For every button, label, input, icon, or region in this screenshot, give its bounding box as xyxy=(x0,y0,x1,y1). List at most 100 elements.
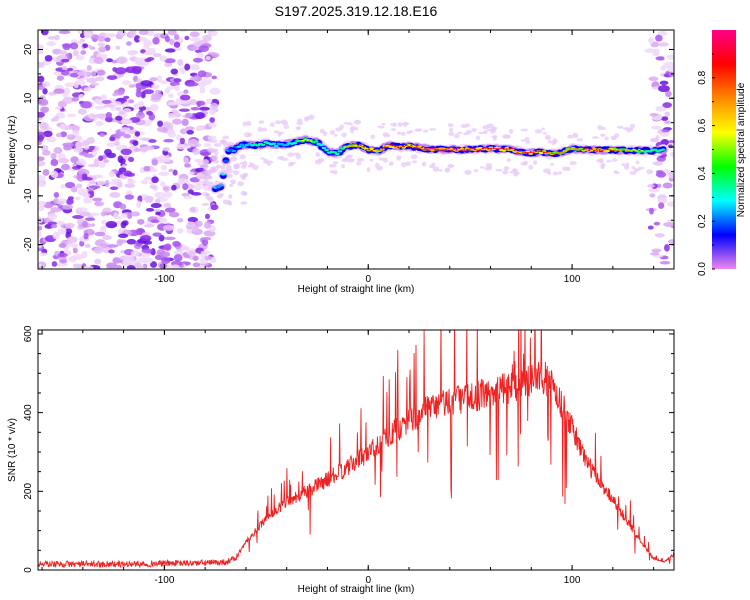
noise-blob xyxy=(135,90,142,98)
noise-blob xyxy=(102,207,112,213)
trace-halo xyxy=(597,124,603,131)
trace-halo xyxy=(524,137,530,142)
trace-halo xyxy=(652,161,658,165)
noise-blob xyxy=(116,181,123,188)
trace-segment xyxy=(231,149,237,153)
trace-halo xyxy=(502,170,509,175)
trace-segment xyxy=(547,152,551,154)
noise-blob xyxy=(128,84,136,88)
trace-segment xyxy=(558,152,562,154)
noise-blob xyxy=(80,50,87,55)
trace-halo xyxy=(454,133,460,139)
noise-blob xyxy=(101,219,107,225)
noise-blob xyxy=(100,53,108,60)
noise-blob xyxy=(663,222,674,228)
trace-segment xyxy=(367,148,371,151)
noise-blob xyxy=(86,65,92,71)
noise-blob xyxy=(194,220,203,227)
noise-blob xyxy=(158,245,165,249)
noise-blob xyxy=(88,185,101,189)
noise-blob xyxy=(75,160,87,166)
noise-blob xyxy=(144,176,154,181)
noise-blob xyxy=(53,71,64,76)
trace-segment xyxy=(223,159,229,163)
trace-segment xyxy=(321,146,327,150)
trace-segment xyxy=(433,148,437,150)
noise-blob xyxy=(111,101,122,107)
noise-blob xyxy=(197,70,207,78)
noise-blob xyxy=(116,238,123,247)
noise-blob xyxy=(86,137,95,144)
noise-blob xyxy=(106,152,117,159)
trace-halo xyxy=(422,129,429,133)
trace-halo xyxy=(464,169,472,175)
noise-blob xyxy=(137,195,143,203)
noise-blob xyxy=(80,212,91,216)
noise-blob xyxy=(164,243,172,251)
noise-blob xyxy=(119,127,131,133)
noise-blob xyxy=(66,198,74,205)
colorbar-tick-label: 0.2 xyxy=(697,214,708,228)
noise-blob xyxy=(192,262,201,268)
noise-blob xyxy=(150,203,162,209)
noise-blob xyxy=(232,170,240,175)
noise-blob xyxy=(115,115,123,121)
noise-blob xyxy=(179,66,186,74)
noise-blob xyxy=(95,76,105,82)
noise-blob xyxy=(207,135,217,141)
noise-blob xyxy=(50,158,59,167)
noise-blob xyxy=(64,181,76,189)
trace-halo xyxy=(566,166,571,171)
trace-halo xyxy=(319,128,325,134)
colorbar-ticks: 0.0 0.2 0.4 0.6 0.8 xyxy=(697,53,715,276)
trace-halo xyxy=(604,136,609,141)
noise-blob xyxy=(165,129,176,135)
noise-blob xyxy=(655,34,663,42)
noise-blob xyxy=(194,112,205,119)
noise-blob xyxy=(185,112,193,118)
trace-segment xyxy=(497,148,501,150)
noise-blob xyxy=(240,201,248,205)
y-tick-label: 10 xyxy=(23,92,34,104)
trace-segment xyxy=(555,152,559,154)
trace-segment xyxy=(608,149,612,151)
noise-blob xyxy=(648,76,659,82)
noise-blob xyxy=(100,225,107,233)
noise-blob xyxy=(82,192,91,198)
trace-halo xyxy=(635,160,640,165)
noise-blob xyxy=(38,180,45,187)
noise-blob xyxy=(658,202,665,209)
noise-blob xyxy=(50,152,57,160)
noise-blob xyxy=(97,99,105,106)
trace-segment xyxy=(220,173,226,176)
noise-blob xyxy=(83,232,89,240)
trace-segment xyxy=(441,149,445,151)
noise-blob xyxy=(111,178,122,183)
noise-blob xyxy=(173,47,183,51)
noise-blob xyxy=(119,203,127,210)
trace-segment xyxy=(260,143,266,147)
noise-blob xyxy=(207,139,212,143)
noise-blob xyxy=(207,147,215,153)
trace-halo xyxy=(317,157,325,163)
x-tick-label: 0 xyxy=(365,274,371,285)
trace-halo xyxy=(479,166,485,169)
trace-halo xyxy=(541,127,546,131)
noise-blob xyxy=(114,67,127,75)
noise-blob xyxy=(657,31,668,36)
trace-segment xyxy=(545,152,549,154)
noise-blob xyxy=(660,65,667,71)
trace-halo xyxy=(239,162,246,165)
trace-halo xyxy=(295,153,302,159)
trace-segment xyxy=(600,149,604,152)
trace-halo xyxy=(528,164,534,170)
noise-blob xyxy=(59,123,66,130)
noise-blob xyxy=(120,148,132,156)
trace-halo xyxy=(349,158,355,162)
noise-blob xyxy=(150,168,158,173)
trace-halo xyxy=(457,131,463,135)
noise-blob xyxy=(90,82,100,87)
noise-blob xyxy=(144,195,154,204)
trace-segment xyxy=(439,149,443,152)
